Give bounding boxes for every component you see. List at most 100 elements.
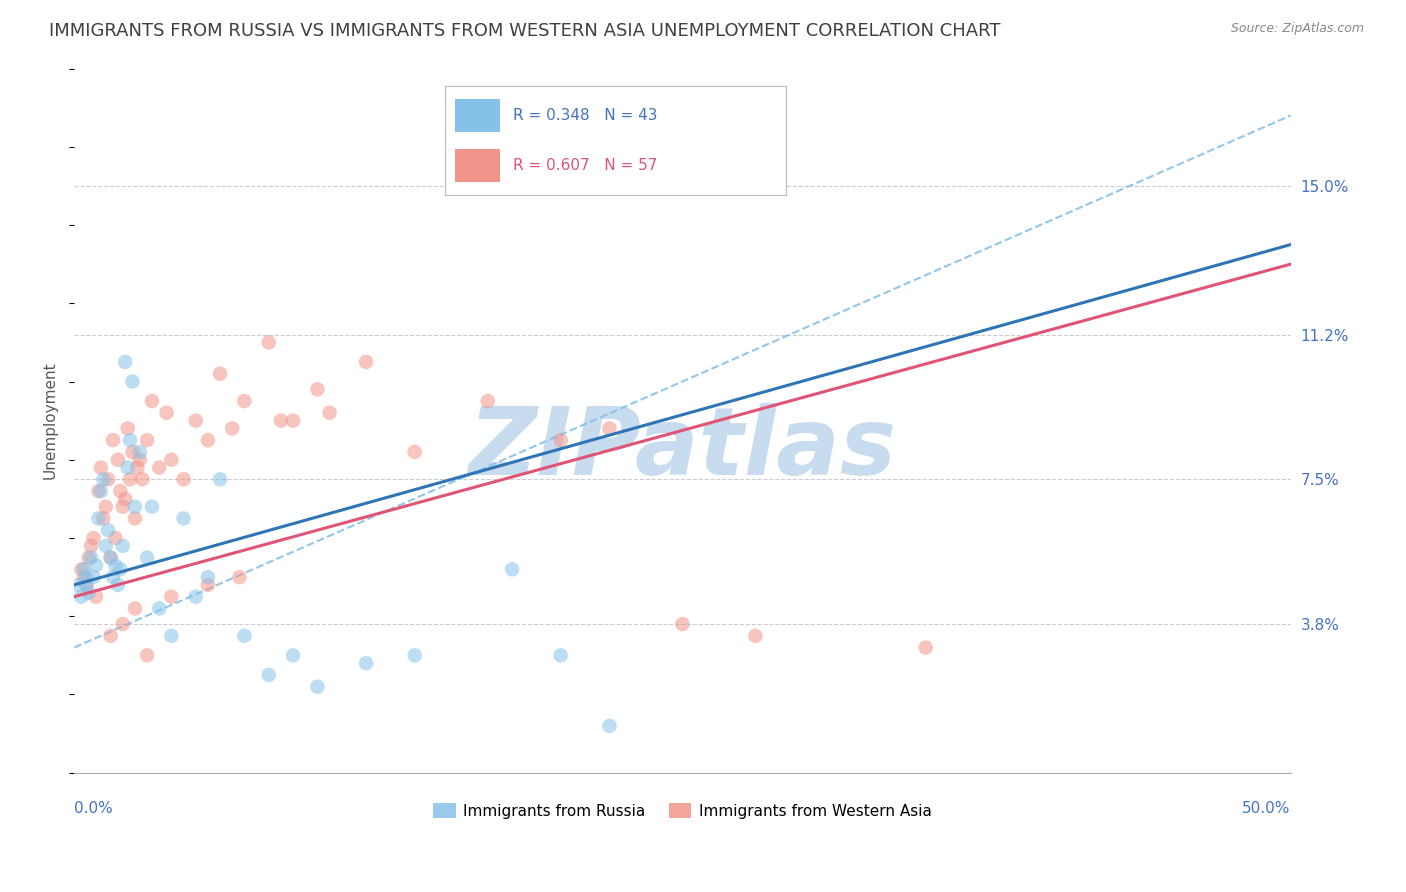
Point [598,421,620,435]
Point [73,570,96,584]
Point [73,562,96,576]
Point [124,601,146,615]
Point [131,472,153,486]
Point [270,414,292,428]
Point [550,648,572,663]
Point [101,433,124,447]
Point [90,484,112,499]
Point [197,578,219,592]
Point [257,668,280,682]
Point [184,414,207,428]
Point [80,550,103,565]
Point [155,406,177,420]
Point [160,590,183,604]
Text: Source: ZipAtlas.com: Source: ZipAtlas.com [1230,22,1364,36]
Point [221,421,243,435]
Point [87,511,110,525]
Point [744,629,766,643]
Point [228,570,250,584]
Point [281,414,304,428]
Point [136,550,159,565]
Point [550,433,572,447]
Point [87,484,110,499]
Point [128,452,150,467]
Point [91,472,114,486]
Point [257,335,280,350]
Point [160,452,183,467]
Point [77,550,100,565]
Legend: Immigrants from Russia, Immigrants from Western Asia: Immigrants from Russia, Immigrants from … [426,797,938,825]
Point [121,375,143,389]
Point [70,590,93,604]
Point [117,460,139,475]
Point [91,511,114,525]
Point [671,617,693,632]
Point [598,719,620,733]
Point [233,629,256,643]
Point [111,539,134,553]
Point [404,445,426,459]
Point [107,578,129,592]
Point [67,578,90,592]
Point [75,570,97,584]
Point [111,500,134,514]
Point [90,460,112,475]
Point [307,680,329,694]
Point [318,406,340,420]
Point [173,472,195,486]
Point [127,460,149,475]
Text: 50.0%: 50.0% [1243,801,1291,816]
Point [136,648,159,663]
Point [83,531,105,545]
Point [128,445,150,459]
Point [281,648,304,663]
Point [184,590,207,604]
Point [110,562,132,576]
Point [120,433,142,447]
Point [117,421,139,435]
Point [104,558,127,573]
Point [100,550,122,565]
Point [477,394,499,409]
Point [84,558,107,573]
Point [121,445,143,459]
Point [80,539,103,553]
Point [141,394,163,409]
Point [148,460,170,475]
Point [70,562,93,576]
Point [100,550,122,565]
Point [100,629,122,643]
Point [124,511,146,525]
Point [114,491,136,506]
Point [197,433,219,447]
Point [173,511,195,525]
Point [354,656,377,670]
Point [404,648,426,663]
Text: 0.0%: 0.0% [75,801,112,816]
Point [209,472,232,486]
Point [101,570,124,584]
Point [114,355,136,369]
Point [77,586,100,600]
Point [104,531,127,545]
Point [141,500,163,514]
Point [75,578,97,592]
Point [501,562,523,576]
Point [97,472,120,486]
Point [233,394,256,409]
Point [120,472,142,486]
Text: IMMIGRANTS FROM RUSSIA VS IMMIGRANTS FROM WESTERN ASIA UNEMPLOYMENT CORRELATION : IMMIGRANTS FROM RUSSIA VS IMMIGRANTS FRO… [49,22,1001,40]
Point [197,570,219,584]
Point [111,617,134,632]
Point [160,629,183,643]
Point [84,590,107,604]
Point [209,367,232,381]
Point [107,452,129,467]
Point [83,570,105,584]
Point [354,355,377,369]
Point [94,539,117,553]
Point [148,601,170,615]
Point [94,500,117,514]
Point [307,382,329,396]
Point [124,500,146,514]
